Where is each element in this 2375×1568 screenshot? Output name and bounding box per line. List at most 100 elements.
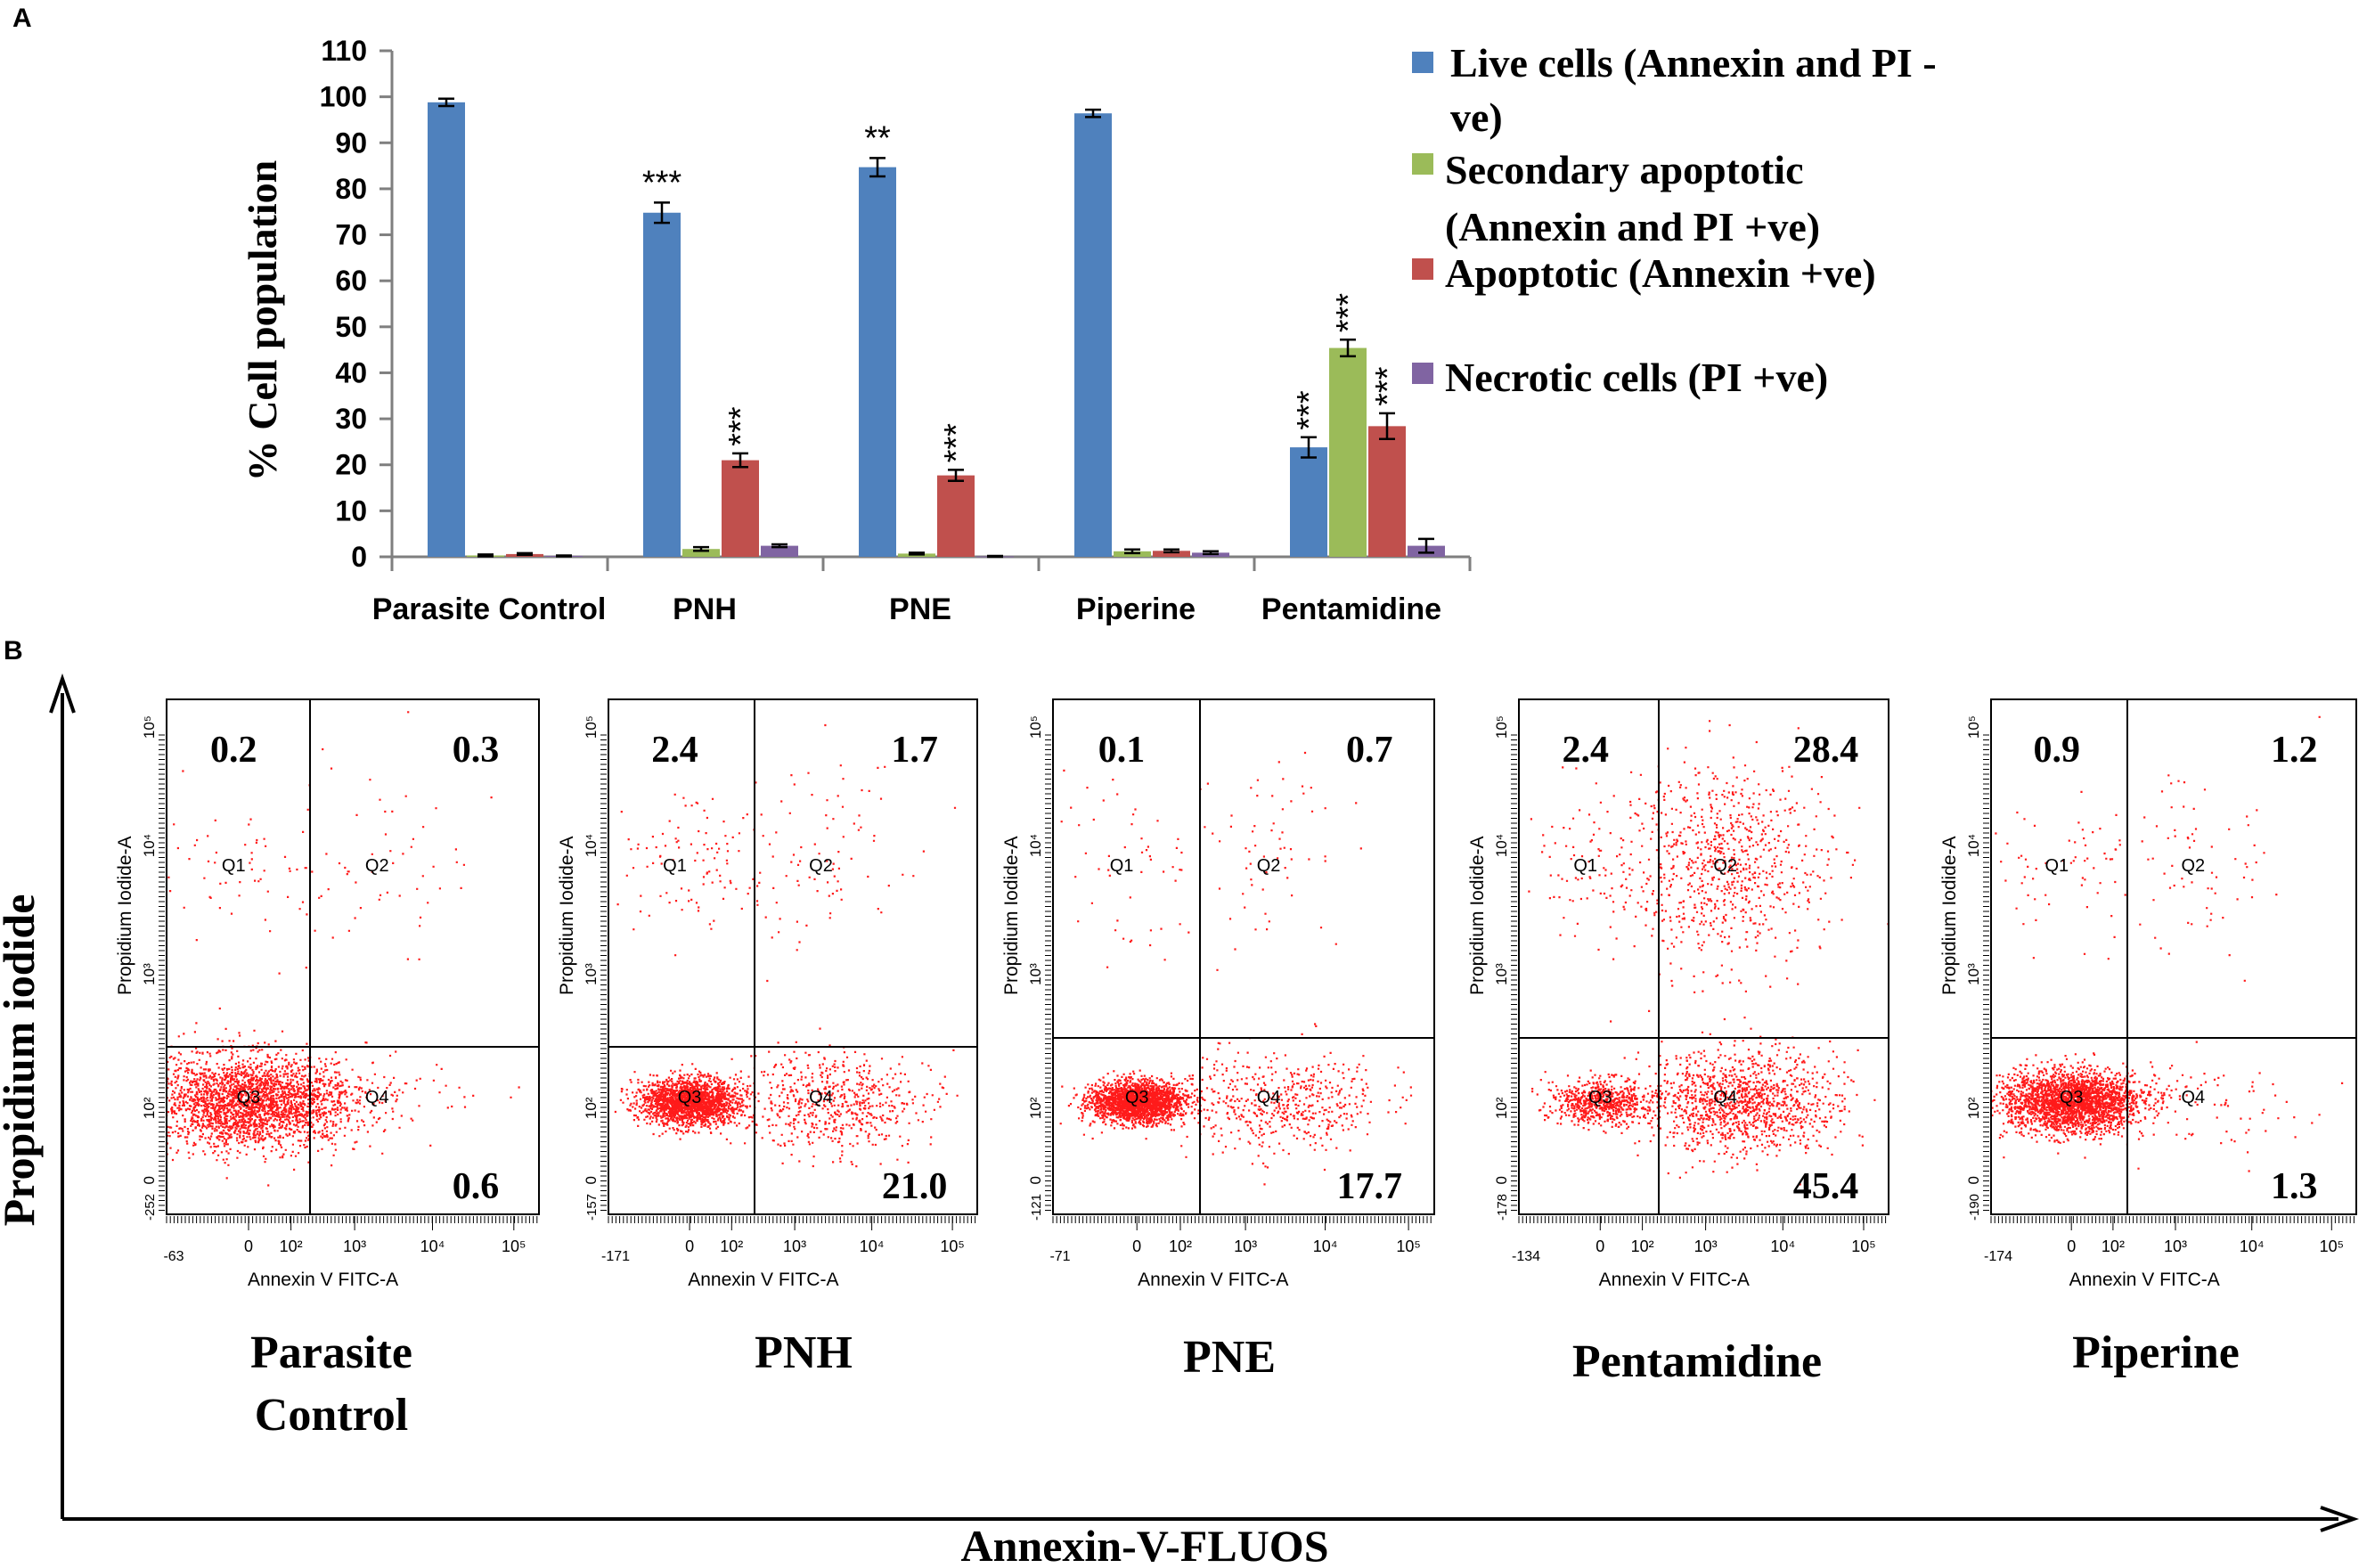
y-axis-ticks: 0 10² 10³ 10⁴ 10⁵ -121 (1027, 715, 1051, 1221)
y-tick-label: 10⁴ (1493, 834, 1510, 857)
sample-label: Pentamidine (1572, 1336, 1822, 1387)
bar-y-tick-label: 60 (335, 265, 367, 297)
bar (1290, 447, 1327, 557)
y-tick-label: 10³ (1965, 963, 1982, 985)
y-tick-label: 10³ (583, 963, 600, 985)
y-axis-ticks: 0 10² 10³ 10⁴ 10⁵ -252 (141, 715, 165, 1221)
bar-category-label: PNH (673, 592, 737, 626)
x-tick-label: 0 (685, 1237, 694, 1255)
x-tick-label: 10⁴ (1313, 1237, 1338, 1255)
plot-x-label: Annexin V FITC-A (688, 1270, 838, 1290)
x-tick-label: 10³ (1234, 1237, 1257, 1255)
sample-label: Control (255, 1390, 408, 1441)
dot-cloud (614, 723, 959, 1186)
y-tick-label: 10⁵ (583, 715, 600, 739)
legend-swatch (1412, 153, 1433, 175)
x-min-label: -171 (601, 1249, 630, 1264)
y-tick-label: 10⁵ (141, 715, 158, 739)
plot-y-label: Propidium Iodide-A (557, 836, 577, 995)
y-min-label: -178 (1495, 1194, 1510, 1221)
x-tick-label: 10⁴ (2240, 1237, 2265, 1255)
x-tick-label: 0 (2067, 1237, 2076, 1255)
x-tick-label: 10⁴ (860, 1237, 885, 1255)
y-tick-label: 10⁵ (1493, 715, 1510, 739)
y-tick-label: 10² (1493, 1097, 1510, 1119)
dot-path (1991, 715, 2344, 1172)
significance-label: *** (722, 406, 760, 446)
bar-y-tick-label: 100 (320, 81, 367, 113)
bar-series-2: *** *** *** (506, 366, 1407, 557)
bar-y-tick-label: 80 (335, 173, 367, 205)
plot-frame (166, 698, 540, 1215)
bar (1329, 347, 1367, 557)
bar (937, 475, 975, 557)
bar-category-label: Parasite Control (372, 592, 607, 626)
x-tick-label: 0 (244, 1237, 253, 1255)
bar-y-tick-label: 20 (335, 449, 367, 481)
bar-y-tick-label: 110 (321, 35, 367, 67)
q2-percent: 1.7 (891, 730, 938, 771)
significance-label: *** (1369, 366, 1407, 406)
q4-percent: 17.7 (1336, 1166, 1402, 1207)
sample-label: Piperine (2072, 1327, 2240, 1378)
x-tick-label: 0 (1596, 1237, 1604, 1255)
x-tick-marks (1518, 1216, 1887, 1230)
x-tick-label: 10³ (343, 1237, 366, 1255)
q2-percent: 0.7 (1346, 730, 1393, 771)
significance-label: *** (1330, 293, 1367, 333)
quadrant-name: Q3 (678, 1088, 702, 1107)
y-tick-marks (159, 734, 165, 1211)
x-tick-label: 10⁵ (502, 1237, 526, 1255)
q1-percent: 2.4 (1562, 730, 1609, 771)
bar-y-tick-label: 50 (335, 311, 367, 343)
dot-path (1059, 751, 1413, 1186)
quadrant-name: Q3 (1588, 1088, 1612, 1107)
significance-label: *** (1291, 390, 1328, 430)
legend-label: Live cells (Annexin and PI - (1450, 40, 1937, 86)
quadrant-name: Q2 (1257, 856, 1281, 876)
bar (1074, 113, 1112, 557)
quadrant-name: Q2 (365, 856, 389, 876)
quadrant-name: Q4 (365, 1088, 389, 1107)
bar (643, 212, 681, 557)
bar (1153, 551, 1190, 557)
flow-panel-4: Q1 Q2 Q3 Q4 0.9 1.2 1.3 0 10² 10³ 10⁴ 10⁵ -174 Annexi… (1939, 698, 2357, 1378)
y-tick-label: 10⁵ (1027, 715, 1044, 739)
q2-percent: 0.3 (453, 730, 500, 771)
flow-x-axis-label: Annexin-V-FLUOS (960, 1521, 1328, 1568)
legend-label: Secondary apoptotic (1445, 147, 1804, 192)
y-tick-label: 0 (1027, 1176, 1044, 1184)
bar-y-tick-label: 0 (351, 541, 367, 573)
plot-x-label: Annexin V FITC-A (248, 1270, 398, 1290)
q1-percent: 0.9 (2034, 730, 2081, 771)
x-tick-label: 10² (2102, 1237, 2125, 1255)
x-tick-label: 10³ (783, 1237, 806, 1255)
x-tick-label: 0 (1132, 1237, 1141, 1255)
panel-label-a: A (12, 4, 32, 33)
y-min-label: -252 (143, 1194, 158, 1221)
y-tick-label: 10⁵ (1965, 715, 1982, 739)
significance-label: ** (864, 119, 891, 157)
quadrant-name: Q3 (237, 1088, 261, 1107)
dot-cloud (1528, 720, 1889, 1186)
y-tick-marks (1045, 734, 1051, 1211)
bar (428, 102, 465, 557)
quadrant-name: Q3 (1125, 1088, 1149, 1107)
x-tick-label: 10⁵ (1396, 1237, 1420, 1255)
x-min-label: -71 (1049, 1249, 1070, 1264)
legend-label: (Annexin and PI +ve) (1445, 204, 1820, 249)
x-tick-label: 10⁵ (1851, 1237, 1875, 1255)
bar-series-3 (545, 537, 1445, 559)
x-tick-marks (608, 1216, 976, 1230)
x-axis-ticks: 0 10² 10³ 10⁴ 10⁵ -134 (1512, 1216, 1887, 1264)
bar-y-tick-label: 30 (335, 403, 367, 435)
x-tick-label: 10² (1169, 1237, 1192, 1255)
sample-label: PNH (755, 1327, 853, 1378)
plot-frame (608, 698, 978, 1215)
y-tick-label: 0 (1965, 1176, 1982, 1184)
y-tick-label: 10² (141, 1097, 158, 1119)
y-tick-label: 10³ (1027, 963, 1044, 985)
flow-y-axis-label: Propidium iodide (0, 894, 44, 1227)
y-tick-label: 0 (583, 1176, 600, 1184)
x-tick-label: 10⁴ (420, 1237, 445, 1255)
